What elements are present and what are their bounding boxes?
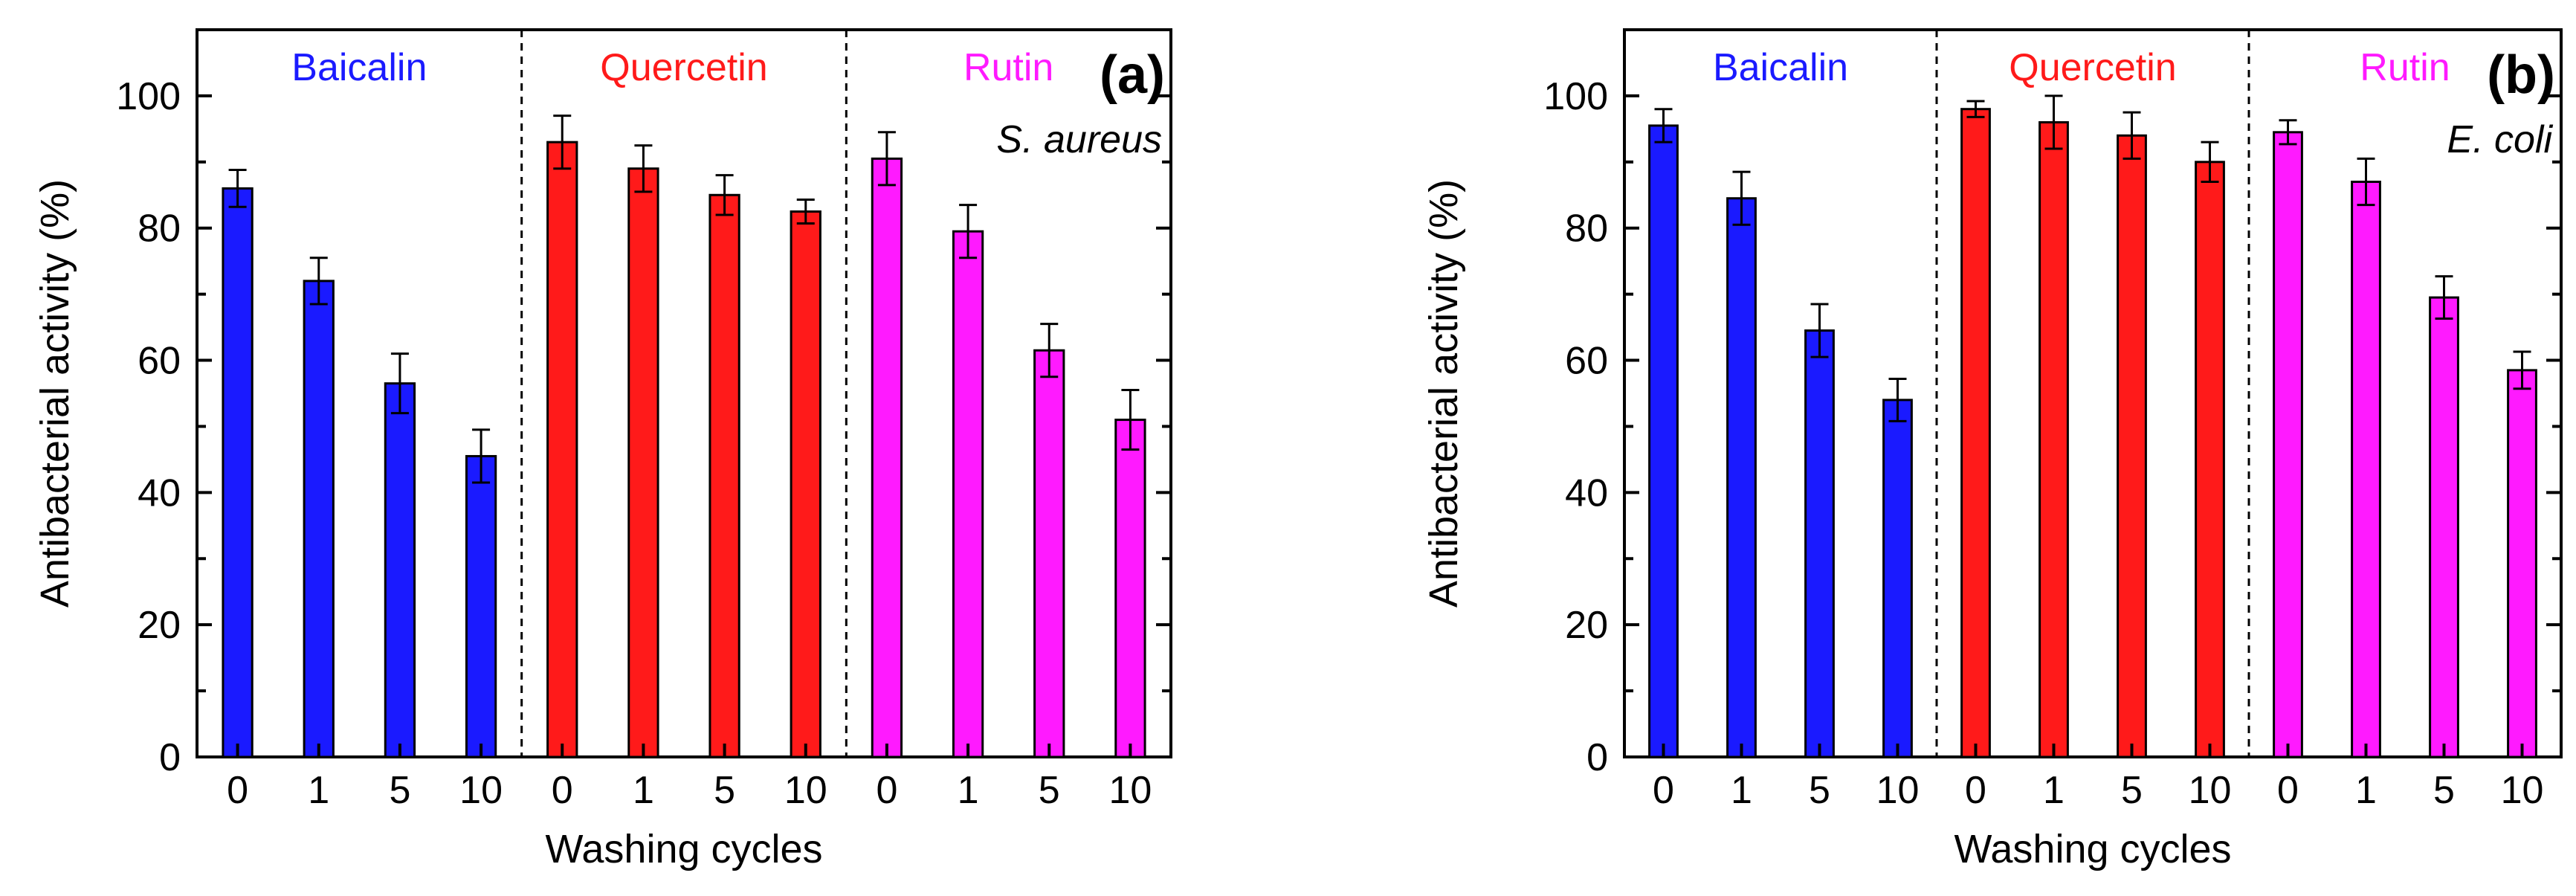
plot-frame	[1623, 28, 2563, 758]
bar	[1648, 124, 1679, 758]
bar	[952, 230, 984, 758]
x-tick-label: 10	[784, 769, 827, 812]
y-tick-label: 20	[1565, 604, 1608, 647]
plot-frame	[196, 28, 1172, 758]
bar	[465, 454, 497, 758]
x-tick-label: 5	[2121, 769, 2143, 812]
group-label: Quercetin	[600, 46, 767, 89]
x-tick-label: 10	[1876, 769, 1920, 812]
y-tick-label: 100	[1543, 75, 1608, 118]
bar	[708, 193, 740, 758]
x-tick-label: 10	[2189, 769, 2232, 812]
bar	[384, 382, 416, 758]
bar	[2195, 161, 2225, 758]
y-tick-label: 100	[116, 75, 181, 118]
panel-label: (b)	[2487, 45, 2555, 105]
x-tick-label: 1	[2355, 769, 2377, 812]
bar	[1726, 197, 1757, 758]
bar	[1114, 419, 1146, 758]
x-tick-label: 0	[227, 769, 248, 812]
bar	[1033, 349, 1065, 758]
x-axis-title: Washing cycles	[1954, 827, 2231, 871]
bar	[546, 141, 578, 758]
bar	[2273, 131, 2303, 758]
y-tick-label: 80	[1565, 207, 1608, 251]
bar	[2351, 180, 2381, 758]
x-tick-label: 0	[1965, 769, 1986, 812]
x-tick-label: 5	[714, 769, 735, 812]
x-tick-label: 1	[308, 769, 329, 812]
bar	[1960, 108, 1991, 758]
y-axis-title: Antibacterial activity (%)	[1421, 179, 1466, 607]
x-tick-label: 1	[958, 769, 979, 812]
x-tick-label: 10	[1108, 769, 1152, 812]
bar	[790, 210, 821, 758]
group-label: Quercetin	[2009, 46, 2176, 89]
bar	[2117, 134, 2147, 758]
group-label: Baicalin	[291, 46, 427, 89]
y-tick-label: 0	[159, 736, 181, 779]
x-axis-title: Washing cycles	[545, 827, 822, 871]
x-tick-label: 0	[2277, 769, 2299, 812]
group-label: Rutin	[2360, 46, 2450, 89]
bar	[303, 280, 335, 758]
y-tick-label: 0	[1586, 736, 1608, 779]
group-label: Rutin	[963, 46, 1053, 89]
bar	[1882, 399, 1913, 758]
bar	[627, 167, 659, 758]
y-tick-label: 60	[138, 340, 181, 383]
x-tick-label: 5	[389, 769, 410, 812]
bar	[2507, 369, 2537, 758]
x-tick-label: 1	[1731, 769, 1752, 812]
x-tick-label: 5	[1809, 769, 1830, 812]
x-tick-label: 0	[552, 769, 573, 812]
bar	[871, 157, 903, 758]
x-tick-label: 10	[2501, 769, 2544, 812]
y-tick-label: 40	[138, 471, 181, 515]
y-tick-label: 80	[138, 207, 181, 251]
x-tick-label: 10	[459, 769, 503, 812]
organism-label: S. aureus	[996, 118, 1162, 161]
organism-label: E. coli	[2447, 118, 2553, 161]
y-tick-label: 40	[1565, 471, 1608, 515]
x-tick-label: 0	[1653, 769, 1674, 812]
bar	[222, 187, 254, 758]
y-tick-label: 20	[138, 604, 181, 647]
y-tick-label: 60	[1565, 340, 1608, 383]
x-tick-label: 5	[1039, 769, 1060, 812]
x-tick-label: 5	[2433, 769, 2455, 812]
bar	[2429, 296, 2459, 758]
x-tick-label: 1	[2043, 769, 2065, 812]
y-axis-title: Antibacterial activity (%)	[33, 179, 77, 607]
x-tick-label: 1	[633, 769, 654, 812]
bar	[2038, 120, 2069, 758]
panel-label: (a)	[1100, 45, 1165, 105]
bar	[1804, 329, 1835, 758]
x-tick-label: 0	[876, 769, 897, 812]
group-label: Baicalin	[1713, 46, 1848, 89]
